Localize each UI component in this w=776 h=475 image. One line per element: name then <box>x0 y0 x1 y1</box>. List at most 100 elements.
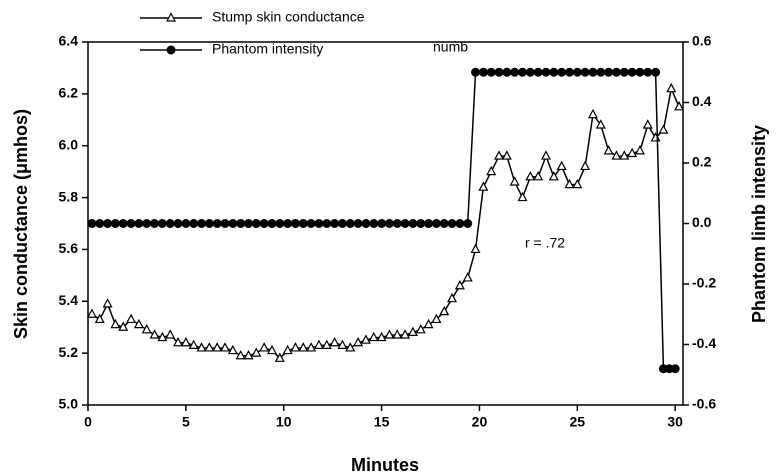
data-point <box>313 339 324 349</box>
data-point <box>165 329 176 339</box>
data-point <box>635 67 645 77</box>
data-point <box>360 334 371 344</box>
data-point <box>330 219 340 228</box>
data-point <box>400 329 411 339</box>
y-tick-label: 6.0 <box>59 136 79 152</box>
data-point <box>95 219 105 228</box>
data-point <box>619 150 630 160</box>
y-axis-label: Skin conductance (μmhos) <box>11 109 31 339</box>
data-point <box>658 124 669 134</box>
legend-label: Stump skin conductance <box>212 9 365 25</box>
data-point <box>173 336 184 347</box>
data-point <box>361 219 371 228</box>
data-point <box>510 67 520 77</box>
data-point <box>463 219 473 228</box>
data-point <box>603 145 614 155</box>
data-point <box>181 219 191 228</box>
data-point <box>533 171 544 181</box>
data-point <box>196 342 207 352</box>
data-point <box>666 82 677 93</box>
data-point <box>447 292 458 303</box>
data-point <box>431 313 442 324</box>
data-point <box>596 67 606 77</box>
data-point <box>509 176 520 186</box>
data-point <box>142 219 152 228</box>
data-point <box>431 219 441 228</box>
data-point <box>587 108 598 119</box>
data-point <box>619 67 629 77</box>
x-tick-label: 15 <box>374 414 390 430</box>
data-point <box>173 219 183 228</box>
data-point <box>525 171 536 181</box>
data-point <box>517 191 528 202</box>
data-point <box>353 219 363 228</box>
legend-label: Phantom intensity <box>212 41 323 57</box>
data-point <box>604 67 614 77</box>
y2-tick-label: 0.4 <box>692 93 712 109</box>
data-point <box>180 336 191 347</box>
data-point <box>133 318 144 329</box>
annotation: numb <box>433 39 468 55</box>
y-tick-label: 5.6 <box>59 240 79 256</box>
legend-marker <box>166 45 176 55</box>
data-point <box>471 67 481 77</box>
data-point <box>236 219 246 228</box>
y2-tick-label: 0.2 <box>692 154 712 170</box>
data-point <box>384 219 394 228</box>
data-point <box>298 219 308 228</box>
data-point <box>564 67 574 77</box>
data-point <box>580 160 591 171</box>
data-point <box>470 243 481 254</box>
data-point <box>407 326 418 336</box>
data-point <box>235 349 246 360</box>
data-point <box>447 219 457 228</box>
data-point <box>501 150 512 160</box>
x-tick-label: 5 <box>182 414 190 430</box>
data-point <box>384 329 395 339</box>
data-point <box>204 219 214 228</box>
data-point <box>368 331 379 342</box>
data-point <box>243 219 253 228</box>
data-point <box>204 342 215 352</box>
data-point <box>674 101 685 111</box>
data-point <box>478 67 488 77</box>
data-point <box>423 318 434 329</box>
data-point <box>556 160 567 171</box>
data-point <box>588 67 598 77</box>
data-point <box>611 150 622 160</box>
data-point <box>376 331 387 342</box>
data-point <box>267 219 277 228</box>
data-point <box>627 147 638 158</box>
y2-tick-label: -0.2 <box>692 275 716 291</box>
data-point <box>290 342 301 352</box>
data-point <box>548 171 559 181</box>
data-point <box>103 219 113 228</box>
data-point <box>377 219 387 228</box>
data-point <box>642 119 653 129</box>
x-tick-label: 0 <box>84 414 92 430</box>
data-point <box>345 219 355 228</box>
data-point <box>228 219 238 228</box>
data-point <box>455 219 465 228</box>
data-point <box>251 219 261 228</box>
y2-tick-label: 0.6 <box>692 33 712 49</box>
data-point <box>118 219 128 228</box>
series-line <box>91 86 680 360</box>
data-point <box>259 342 270 352</box>
data-point <box>651 67 661 77</box>
data-point <box>102 298 113 308</box>
y-tick-label: 5.8 <box>59 188 79 204</box>
data-point <box>290 219 300 228</box>
data-point <box>392 329 403 339</box>
data-point <box>595 119 606 129</box>
data-point <box>627 67 637 77</box>
data-point <box>314 219 324 228</box>
data-point <box>643 67 653 77</box>
data-point <box>486 67 496 77</box>
data-point <box>462 272 473 282</box>
data-point <box>220 342 231 352</box>
data-point <box>141 324 152 334</box>
data-point <box>126 219 136 228</box>
data-point <box>486 165 497 176</box>
data-point <box>564 178 575 189</box>
